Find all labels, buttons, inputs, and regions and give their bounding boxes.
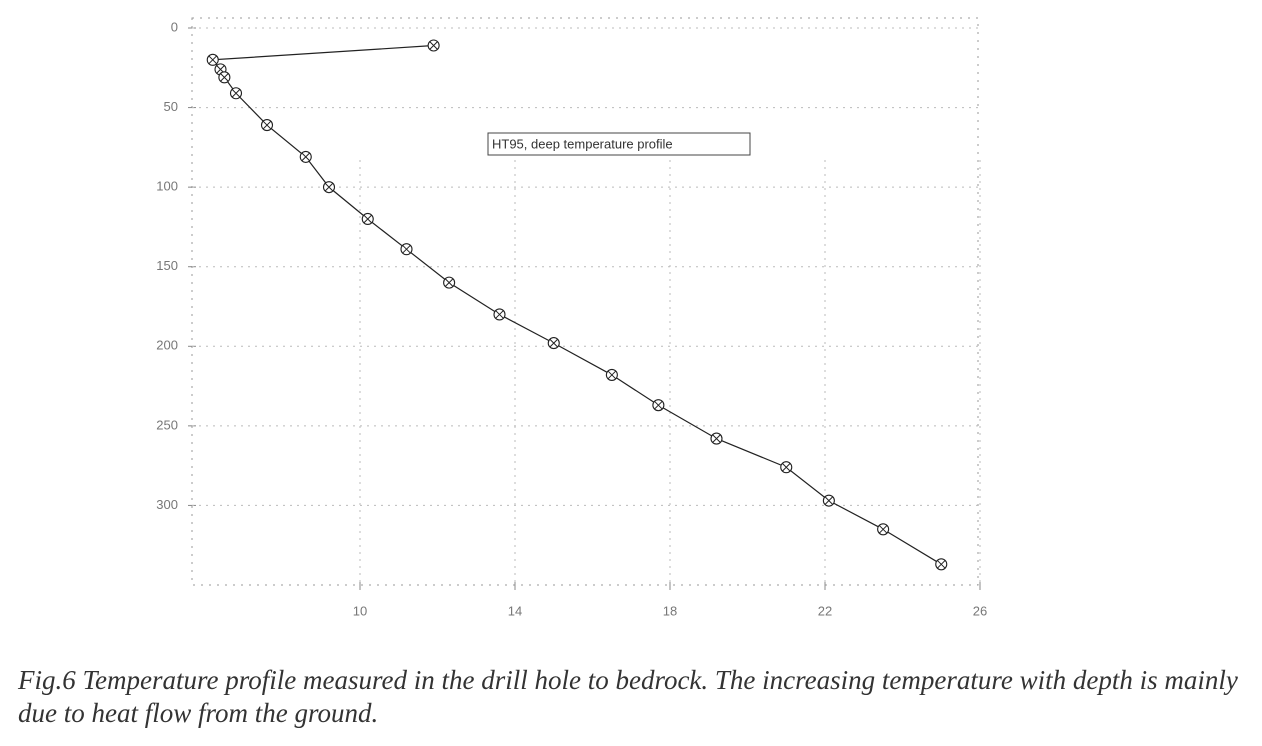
data-point [652, 399, 665, 412]
marker-cross [654, 400, 663, 410]
y-tick-label: 300 [156, 497, 178, 512]
marker-cross [208, 55, 218, 65]
data-line [211, 44, 942, 565]
data-point [206, 53, 219, 66]
data-point [710, 432, 723, 445]
data-point [780, 461, 793, 474]
marker-cross [262, 120, 272, 130]
x-tick-label: 18 [663, 603, 677, 618]
data-point [605, 368, 618, 381]
x-tick-label: 26 [973, 603, 987, 618]
data-point [822, 494, 835, 507]
marker-cross [301, 152, 311, 162]
marker-cross [607, 370, 617, 380]
marker-cross [936, 559, 946, 569]
marker-cross [231, 88, 241, 98]
marker-cross [220, 72, 229, 82]
caption: Fig.6 Temperature profile measured in th… [18, 665, 1238, 728]
x-tick-label: 10 [353, 603, 367, 618]
data-point [299, 150, 312, 163]
data-point [935, 558, 948, 571]
data-point [547, 337, 560, 350]
y-tick-label: 250 [156, 417, 178, 432]
legend: HT95, deep temperature profile [487, 132, 751, 156]
data-point [218, 71, 231, 84]
marker-cross [495, 310, 504, 319]
plot-frame [191, 17, 979, 586]
marker-cross [402, 244, 411, 254]
marker-cross [712, 434, 721, 443]
legend-box [487, 132, 751, 156]
data-point [361, 212, 374, 226]
chart: 0 50 100 150 200 250 300 10 14 18 22 26 HT95, deep t… [156, 17, 987, 618]
data-point [229, 87, 243, 100]
marker-cross [549, 338, 559, 348]
data-point [877, 523, 890, 536]
x-tick-label: 22 [818, 603, 832, 618]
y-tick-label: 100 [156, 179, 178, 194]
data-point [260, 119, 274, 132]
marker-cross [324, 182, 334, 192]
data-point [400, 243, 413, 256]
marker-cross [444, 278, 454, 287]
marker-cross [781, 462, 791, 472]
y-tick-label: 0 [171, 19, 178, 34]
marker-cross [878, 524, 888, 534]
legend-label: HT95, deep temperature profile [492, 136, 673, 151]
marker-cross [363, 214, 373, 224]
data-point [322, 181, 336, 194]
data-point [443, 276, 456, 289]
marker-cross [429, 41, 438, 50]
y-tick-label: 200 [156, 338, 178, 353]
data-point [427, 39, 440, 52]
y-tick-label: 50 [164, 99, 178, 114]
marker-cross [824, 496, 834, 506]
x-tick-label: 14 [508, 603, 522, 618]
y-tick-label: 150 [156, 258, 178, 273]
data-point [493, 308, 506, 321]
